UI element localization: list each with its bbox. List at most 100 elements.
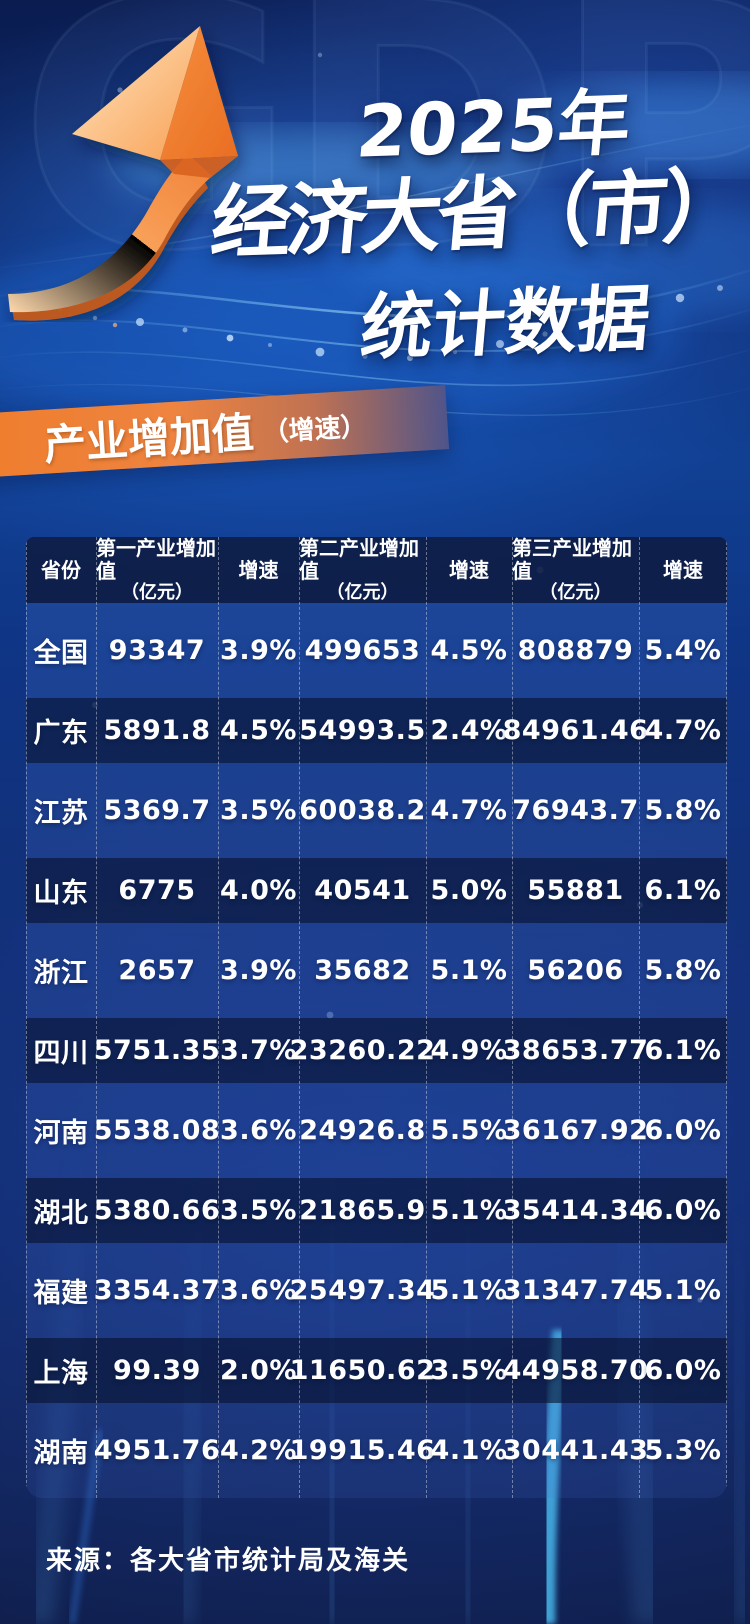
- table-cell: 38653.77: [502, 1035, 649, 1066]
- table-cell: 2657: [118, 955, 196, 986]
- table-cell: 55881: [527, 875, 624, 906]
- table-row: 河南 5538.08 3.6% 24926.8 5.5% 36167.92 6.0%: [26, 1083, 727, 1178]
- table-cell: 84961.46: [502, 715, 649, 746]
- table-cell: 4.1%: [430, 1435, 508, 1466]
- table-cell: 19915.46: [289, 1435, 436, 1466]
- table-cell: 35682: [314, 955, 411, 986]
- table-cell: 93347: [108, 635, 206, 666]
- table-row: 湖北 5380.66 3.5% 21865.9 5.1% 35414.34 6.0%: [26, 1178, 727, 1243]
- table-cell-province: 河南: [33, 1118, 89, 1149]
- table-cell: 6.0%: [644, 1195, 722, 1226]
- table-cell-province: 湖南: [33, 1438, 89, 1469]
- data-table: 省份 第一产业增加值 （亿元） 增速 第二产业增加值 （亿元） 增速 第三产业增加值 （亿元）增…: [26, 537, 727, 1498]
- table-cell: 6.0%: [644, 1355, 722, 1386]
- table-cell: 3354.37: [93, 1275, 221, 1306]
- table-cell-province: 四川: [33, 1038, 89, 1069]
- growth-arrow-icon: [8, 26, 238, 321]
- column-header: 第三产业增加值 （亿元）: [512, 537, 632, 603]
- table-cell: 4.0%: [220, 875, 297, 906]
- table-cell-province: 福建: [33, 1278, 89, 1309]
- table-cell-province: 湖北: [33, 1198, 89, 1229]
- table-cell: 4.7%: [644, 715, 722, 746]
- table-row: 湖南 4951.76 4.2% 19915.46 4.1% 30441.43 5.3%: [26, 1403, 727, 1498]
- table-cell: 5538.08: [93, 1115, 221, 1146]
- table-cell: 2.0%: [220, 1355, 297, 1386]
- table-cell: 499653: [304, 635, 421, 666]
- table-cell: 6.1%: [644, 875, 722, 906]
- table-cell: 4.7%: [430, 795, 508, 826]
- table-cell: 5.1%: [430, 1195, 508, 1226]
- table-cell: 4.5%: [220, 715, 297, 746]
- table-row: 浙江 2657 3.9% 35682 5.1% 56206 5.8%: [26, 923, 727, 1018]
- table-row: 四川 5751.35 3.7% 23260.22 4.9% 38653.77 6.1%: [26, 1018, 727, 1083]
- table-cell: 21865.9: [299, 1195, 426, 1226]
- table-cell: 5.0%: [430, 875, 508, 906]
- table-cell: 5380.66: [93, 1195, 221, 1226]
- table-cell: 30441.43: [502, 1435, 649, 1466]
- table-cell: 36167.92: [502, 1115, 649, 1146]
- table-cell: 40541: [314, 875, 411, 906]
- table-cell: 5891.8: [103, 715, 211, 746]
- table-cell: 99.39: [113, 1355, 201, 1386]
- table-cell: 5751.35: [93, 1035, 221, 1066]
- section-badge-label: 产业增加值: [42, 407, 256, 470]
- table-cell: 808879: [517, 635, 634, 666]
- table-cell: 3.6%: [220, 1275, 297, 1306]
- table-cell: 2.4%: [430, 715, 508, 746]
- table-cell: 5.4%: [644, 635, 722, 666]
- table-cell: 60038.2: [299, 795, 426, 826]
- table-cell: 56206: [527, 955, 624, 986]
- table-row: 上海 99.39 2.0% 11650.62 3.5% 44958.70 6.0%: [26, 1338, 727, 1403]
- table-header-row: 省份 第一产业增加值 （亿元） 增速 第二产业增加值 （亿元） 增速 第三产业增加值 （亿元）增…: [26, 537, 727, 603]
- table-row: 福建 3354.37 3.6% 25497.34 5.1% 31347.74 5.1%: [26, 1243, 727, 1338]
- table-cell: 5.1%: [430, 1275, 508, 1306]
- table-cell: 3.9%: [220, 635, 297, 666]
- table-cell: 5.8%: [644, 795, 722, 826]
- table-cell: 5369.7: [103, 795, 211, 826]
- title-line-2: 经济大省（市）: [207, 158, 743, 271]
- column-header: 省份: [41, 557, 81, 582]
- table-cell-province: 山东: [33, 878, 89, 909]
- table-cell: 3.5%: [430, 1355, 508, 1386]
- table-row: 广东 5891.8 4.5% 54993.5 2.4% 84961.46 4.7%: [26, 698, 727, 763]
- table-row: 全国 93347 3.9% 499653 4.5% 808879 5.4%: [26, 603, 727, 698]
- table-cell: 4.9%: [430, 1035, 508, 1066]
- table-cell: 23260.22: [289, 1035, 436, 1066]
- table-cell: 35414.34: [502, 1195, 649, 1226]
- table-cell: 3.5%: [220, 1195, 297, 1226]
- table-cell: 25497.34: [289, 1275, 436, 1306]
- table-cell: 5.5%: [430, 1115, 508, 1146]
- table-cell: 5.3%: [644, 1435, 722, 1466]
- table-cell: 4.5%: [430, 635, 508, 666]
- table-cell: 4951.76: [93, 1435, 221, 1466]
- table-cell: 31347.74: [502, 1275, 649, 1306]
- section-badge-suffix: （增速）: [261, 412, 368, 449]
- table-cell: 24926.8: [299, 1115, 426, 1146]
- table-cell: 3.9%: [220, 955, 297, 986]
- column-header: 第一产业增加值 （亿元）: [96, 537, 216, 603]
- table-cell: 11650.62: [289, 1355, 436, 1386]
- table-cell: 6.0%: [644, 1115, 722, 1146]
- table-cell-province: 上海: [33, 1358, 89, 1389]
- source-note: 来源：各大省市统计局及海关: [46, 1546, 411, 1576]
- table-body: 全国 93347 3.9% 499653 4.5% 808879 5.4% 广东 5891.8 4…: [26, 603, 727, 1498]
- table-row: 江苏 5369.7 3.5% 60038.2 4.7% 76943.7 5.8%: [26, 763, 727, 858]
- table-cell: 5.8%: [644, 955, 722, 986]
- column-header: 增速: [449, 557, 489, 582]
- column-header: 增速: [663, 557, 703, 582]
- table-cell: 5.1%: [430, 955, 508, 986]
- title-line-3: 统计数据: [357, 275, 654, 370]
- table-cell: 3.7%: [220, 1035, 297, 1066]
- table-cell: 6775: [118, 875, 196, 906]
- table-cell: 76943.7: [512, 795, 639, 826]
- table-cell-province: 全国: [33, 638, 89, 669]
- table-cell: 6.1%: [644, 1035, 722, 1066]
- column-header: 第二产业增加值 （亿元）: [299, 537, 419, 603]
- table-cell: 54993.5: [299, 715, 426, 746]
- table-cell: 5.1%: [644, 1275, 722, 1306]
- table-cell: 3.5%: [220, 795, 297, 826]
- table-cell-province: 江苏: [33, 798, 89, 829]
- column-header: 增速: [238, 557, 279, 582]
- table-cell-province: 广东: [33, 718, 89, 749]
